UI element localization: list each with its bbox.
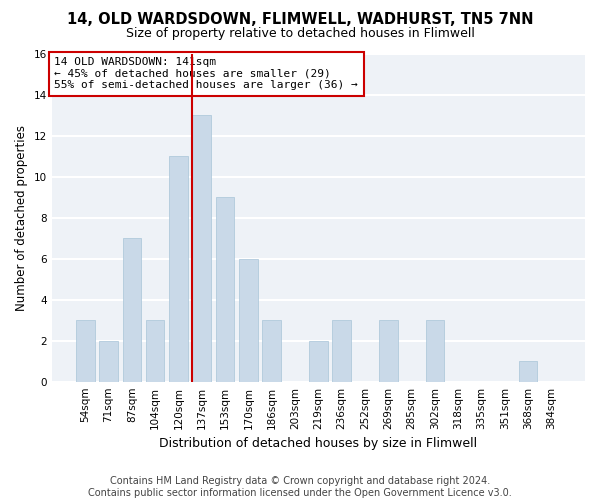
Bar <box>309 340 328 382</box>
Bar <box>122 238 141 382</box>
Bar <box>216 198 235 382</box>
Bar <box>146 320 164 382</box>
Bar <box>379 320 398 382</box>
Y-axis label: Number of detached properties: Number of detached properties <box>15 125 28 311</box>
Bar <box>262 320 281 382</box>
Text: Contains HM Land Registry data © Crown copyright and database right 2024.
Contai: Contains HM Land Registry data © Crown c… <box>88 476 512 498</box>
Bar <box>239 259 258 382</box>
Text: 14, OLD WARDSDOWN, FLIMWELL, WADHURST, TN5 7NN: 14, OLD WARDSDOWN, FLIMWELL, WADHURST, T… <box>67 12 533 28</box>
Bar <box>425 320 444 382</box>
Bar <box>193 116 211 382</box>
Text: Size of property relative to detached houses in Flimwell: Size of property relative to detached ho… <box>125 28 475 40</box>
X-axis label: Distribution of detached houses by size in Flimwell: Distribution of detached houses by size … <box>159 437 478 450</box>
Bar <box>519 361 538 382</box>
Bar <box>332 320 351 382</box>
Text: 14 OLD WARDSDOWN: 141sqm
← 45% of detached houses are smaller (29)
55% of semi-d: 14 OLD WARDSDOWN: 141sqm ← 45% of detach… <box>55 58 358 90</box>
Bar <box>169 156 188 382</box>
Bar <box>99 340 118 382</box>
Bar <box>76 320 95 382</box>
